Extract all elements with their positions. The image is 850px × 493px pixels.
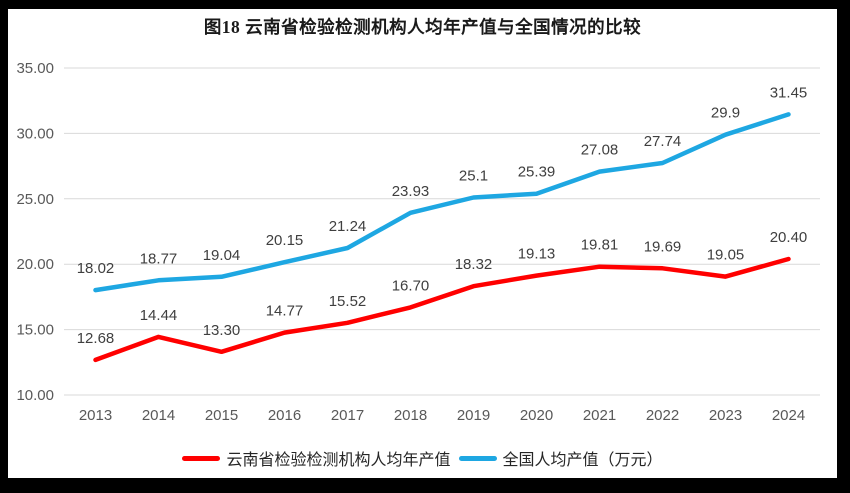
data-label: 14.44 [140, 307, 178, 324]
legend-item-yunnan: 云南省检验检测机构人均年产值 [182, 446, 451, 470]
x-axis-tick-label: 2022 [646, 407, 679, 424]
line-chart: 10.00 15.00 20.00 25.00 30.00 35.00 2013 2014 20… [16, 60, 820, 424]
data-label: 18.77 [140, 250, 178, 267]
data-label: 25.39 [518, 164, 556, 181]
data-label: 27.74 [644, 133, 682, 150]
national-series-swatch-icon [458, 455, 497, 461]
series-line-0 [93, 256, 791, 363]
yunnan-series-swatch-icon [182, 455, 221, 461]
data-label: 18.32 [455, 256, 493, 273]
data-label: 12.68 [77, 330, 115, 347]
data-label: 18.02 [77, 260, 115, 277]
data-label: 14.77 [266, 303, 304, 320]
y-axis-tick-label: 10.00 [16, 387, 54, 404]
x-axis-tick-label: 2019 [457, 407, 490, 424]
data-label: 16.70 [392, 277, 430, 294]
x-axis-tick-label: 2020 [520, 407, 553, 424]
data-label: 27.08 [581, 142, 619, 159]
data-label: 20.15 [266, 232, 304, 249]
legend-label-national: 全国人均产值（万元） [502, 452, 663, 469]
data-label: 13.30 [203, 322, 241, 339]
data-label: 31.45 [770, 84, 808, 101]
data-label: 21.24 [329, 218, 367, 235]
chart-legend: 云南省检验检测机构人均年产值 全国人均产值（万元） [8, 446, 837, 470]
y-axis-tick-label: 20.00 [16, 256, 54, 273]
chart-page: 图18 云南省检验检测机构人均年产值与全国情况的比较 10.00 15.00 20.… [8, 9, 837, 478]
data-label: 29.9 [711, 105, 740, 122]
x-axis-tick-label: 2024 [772, 407, 805, 424]
x-axis-tick-label: 2013 [79, 407, 112, 424]
data-label: 20.40 [770, 229, 808, 246]
x-axis-tick-label: 2015 [205, 407, 238, 424]
x-axis-tick-label: 2018 [394, 407, 427, 424]
data-label: 23.93 [392, 183, 430, 200]
series-line-1 [93, 112, 791, 293]
legend-item-national: 全国人均产值（万元） [458, 446, 663, 470]
x-axis-tick-label: 2021 [583, 407, 616, 424]
x-axis-tick-label: 2016 [268, 407, 301, 424]
y-axis-tick-label: 25.00 [16, 191, 54, 208]
data-label: 19.13 [518, 246, 556, 263]
data-label: 19.69 [644, 238, 682, 255]
y-axis-tick-label: 30.00 [16, 125, 54, 142]
data-label: 19.81 [581, 237, 619, 254]
data-label: 19.04 [203, 247, 241, 264]
chart-title: 图18 云南省检验检测机构人均年产值与全国情况的比较 [203, 17, 642, 37]
data-label: 19.05 [707, 247, 745, 264]
y-axis-tick-label: 15.00 [16, 322, 54, 339]
x-axis-tick-label: 2014 [142, 407, 175, 424]
x-axis-tick-label: 2017 [331, 407, 364, 424]
y-axis-tick-label: 35.00 [16, 60, 54, 77]
x-axis-tick-label: 2023 [709, 407, 742, 424]
data-label: 25.1 [459, 168, 488, 185]
data-label: 15.52 [329, 293, 367, 310]
legend-label-yunnan: 云南省检验检测机构人均年产值 [226, 452, 451, 469]
